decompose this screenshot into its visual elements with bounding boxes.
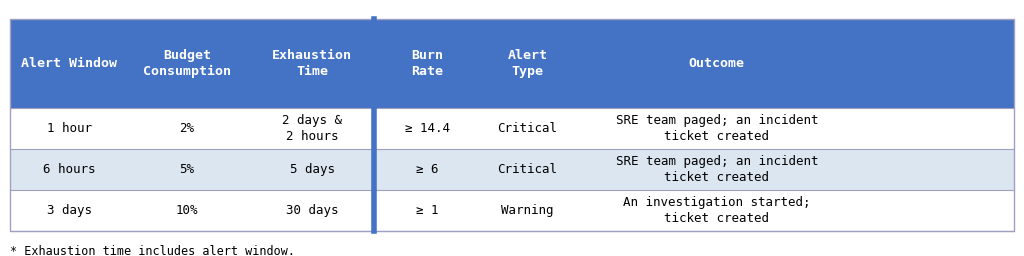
Text: 30 days: 30 days xyxy=(286,204,339,217)
Text: An investigation started;
ticket created: An investigation started; ticket created xyxy=(623,196,811,225)
Text: Exhaustion
Time: Exhaustion Time xyxy=(272,49,352,78)
Text: 10%: 10% xyxy=(176,204,198,217)
Text: Critical: Critical xyxy=(498,122,557,135)
Text: 6 hours: 6 hours xyxy=(43,163,95,176)
Text: SRE team paged; an incident
ticket created: SRE team paged; an incident ticket creat… xyxy=(615,155,818,184)
Text: 2%: 2% xyxy=(179,122,195,135)
Text: Alert
Type: Alert Type xyxy=(507,49,548,78)
Text: ≥ 6: ≥ 6 xyxy=(417,163,438,176)
Text: ≥ 1: ≥ 1 xyxy=(417,204,438,217)
Text: 1 hour: 1 hour xyxy=(47,122,91,135)
Text: Budget
Consumption: Budget Consumption xyxy=(143,49,230,78)
Text: Outcome: Outcome xyxy=(689,57,744,70)
Bar xyxy=(10,19,1014,108)
Text: Alert Window: Alert Window xyxy=(22,57,117,70)
Text: ≥ 14.4: ≥ 14.4 xyxy=(406,122,450,135)
Text: Critical: Critical xyxy=(498,163,557,176)
Text: * Exhaustion time includes alert window.: * Exhaustion time includes alert window. xyxy=(10,245,295,256)
Text: 5 days: 5 days xyxy=(290,163,335,176)
Text: 2 days &
2 hours: 2 days & 2 hours xyxy=(283,114,342,143)
Text: 3 days: 3 days xyxy=(47,204,91,217)
Bar xyxy=(10,149,1014,190)
Text: Warning: Warning xyxy=(501,204,554,217)
Text: 5%: 5% xyxy=(179,163,195,176)
Text: SRE team paged; an incident
ticket created: SRE team paged; an incident ticket creat… xyxy=(615,114,818,143)
Bar xyxy=(10,108,1014,149)
Bar xyxy=(10,190,1014,231)
Text: Burn
Rate: Burn Rate xyxy=(412,49,443,78)
